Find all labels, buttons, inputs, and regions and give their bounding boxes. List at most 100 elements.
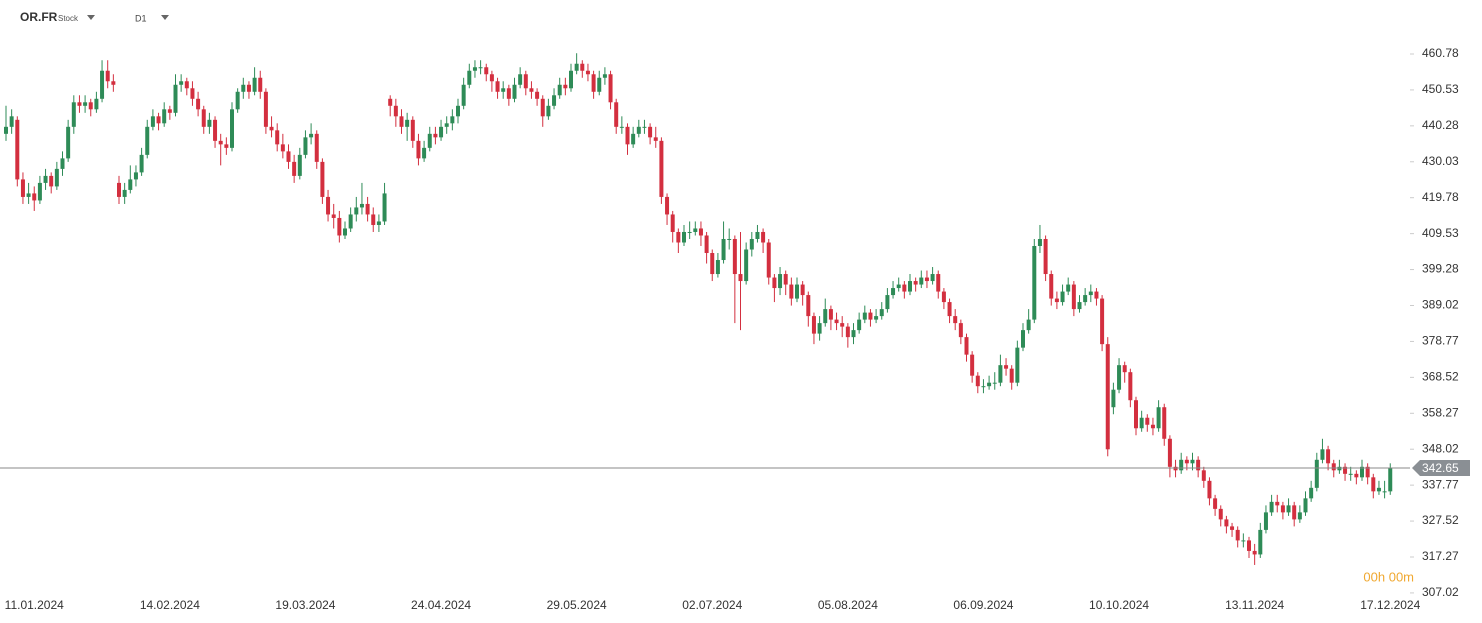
candle-body: [896, 284, 901, 289]
candle-body: [964, 337, 969, 355]
candle-body: [37, 182, 42, 201]
x-tick-label: 17.12.2024: [1360, 598, 1420, 612]
candle-body: [190, 88, 195, 99]
candle-body: [1371, 477, 1376, 492]
candle-body: [744, 249, 749, 282]
candle-body: [857, 319, 862, 331]
candle-body: [1049, 274, 1054, 299]
candle-body: [246, 84, 251, 92]
candle-body: [1134, 400, 1138, 429]
candle-body: [1269, 501, 1274, 513]
symbol-dropdown[interactable]: [87, 15, 95, 20]
candle-body: [789, 284, 794, 299]
candle-body: [1360, 466, 1364, 478]
y-tick-label: 307.02: [1422, 585, 1459, 599]
candle-body: [60, 158, 65, 169]
candle-body: [642, 126, 647, 128]
candle-body: [1077, 302, 1082, 310]
candle-body: [1213, 498, 1218, 509]
candle-body: [399, 116, 404, 127]
candle-body: [1004, 365, 1009, 369]
candle-body: [201, 109, 206, 127]
candle-body: [1128, 372, 1133, 401]
candle-body: [128, 179, 133, 190]
symbol: OR.FR: [20, 10, 58, 24]
candle-body: [1382, 491, 1387, 493]
candle-body: [851, 330, 856, 338]
candle-body: [1348, 473, 1353, 475]
candle-body: [1230, 526, 1235, 530]
candle-body: [167, 109, 172, 113]
candle-body: [280, 144, 285, 152]
candle-body: [32, 193, 37, 201]
candle-body: [1337, 466, 1342, 471]
candle-body: [975, 375, 980, 387]
candle-body: [105, 70, 110, 82]
y-tick-label: 348.02: [1422, 441, 1459, 455]
candle-body: [83, 102, 88, 106]
candle-body: [625, 126, 630, 145]
candle-body: [766, 242, 771, 278]
candle-body: [941, 291, 946, 303]
candle-body: [54, 168, 59, 187]
candle-body: [1145, 417, 1150, 425]
candle-body: [1286, 505, 1291, 513]
y-tick-label: 317.27: [1422, 549, 1459, 563]
candle-body: [1292, 505, 1297, 520]
candle-body: [320, 161, 325, 197]
candle-body: [811, 316, 816, 334]
candle-body: [597, 77, 602, 92]
candle-body: [981, 386, 986, 388]
candle-body: [1184, 459, 1189, 464]
candle-body: [196, 98, 201, 110]
candle-body: [77, 102, 82, 106]
candle-body: [207, 119, 212, 127]
candle-body: [693, 228, 698, 232]
candle-body: [1235, 529, 1240, 541]
candle-body: [354, 207, 359, 215]
candle-body: [1258, 529, 1263, 555]
candle-body: [213, 119, 218, 141]
candle-body: [376, 221, 381, 225]
candle-body: [591, 74, 596, 92]
timeframe-dropdown[interactable]: [161, 15, 169, 20]
candle-body: [614, 102, 619, 127]
candle-body: [715, 260, 720, 275]
candle-body: [845, 326, 850, 338]
candle-body: [489, 74, 494, 82]
candle-body: [422, 147, 427, 159]
x-tick-label: 10.10.2024: [1089, 598, 1149, 612]
candle-body: [676, 231, 681, 243]
x-tick-label: 02.07.2024: [682, 598, 742, 612]
candle-body: [1066, 284, 1071, 292]
candle-body: [150, 116, 155, 127]
candle-body: [602, 74, 607, 78]
candle-body: [456, 105, 460, 117]
candle-body: [523, 74, 528, 89]
candle-body: [1263, 512, 1268, 530]
candle-body: [1190, 459, 1195, 464]
candle-body: [1173, 466, 1178, 471]
x-tick-label: 29.05.2024: [547, 598, 607, 612]
candle-body: [359, 203, 364, 208]
candle-body: [1201, 470, 1206, 481]
candle-body: [117, 182, 121, 197]
candle-body: [1037, 238, 1042, 246]
candle-body: [410, 119, 415, 141]
candle-body: [179, 81, 184, 85]
candle-body: [947, 302, 952, 317]
candle-body: [326, 196, 331, 215]
timeframe[interactable]: D1: [135, 13, 147, 23]
candle-body: [557, 84, 562, 96]
candle-body: [563, 84, 568, 89]
candle-body: [275, 130, 280, 145]
candle-body: [828, 309, 833, 320]
instrument-type: Stock: [58, 14, 79, 23]
candle-body: [495, 81, 500, 92]
candle-body: [518, 74, 523, 85]
x-tick-label: 13.11.2024: [1225, 598, 1284, 612]
candle-body: [49, 175, 54, 187]
y-tick-label: 337.77: [1422, 477, 1459, 491]
candle-body: [111, 81, 116, 85]
candle-body: [585, 70, 590, 75]
